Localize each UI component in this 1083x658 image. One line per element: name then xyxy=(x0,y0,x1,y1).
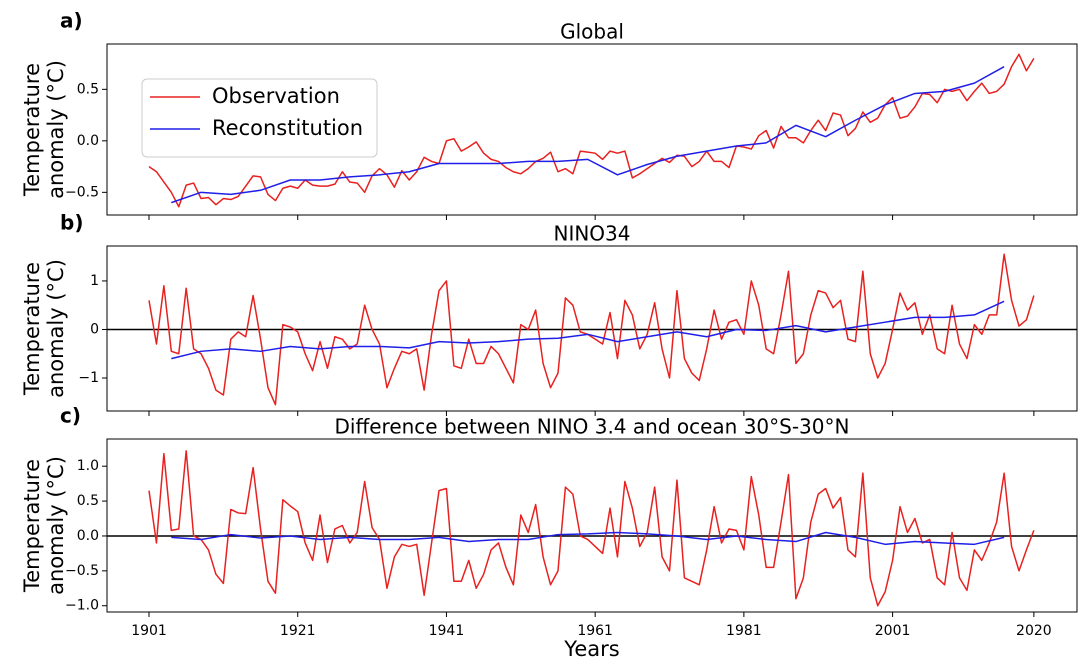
y-axis-label: anomaly (°C) xyxy=(44,259,68,398)
x-tick-label: 1981 xyxy=(726,623,762,639)
y-tick-label: 0.5 xyxy=(77,493,99,509)
legend-label: Reconstitution xyxy=(212,116,363,140)
y-tick-label: 1.0 xyxy=(77,458,99,474)
plot-frame xyxy=(106,245,1078,412)
panel-label: b) xyxy=(60,211,83,235)
series-line xyxy=(171,66,1005,204)
y-tick-label: −1 xyxy=(78,370,99,386)
x-tick-label: 1941 xyxy=(429,623,465,639)
x-tick-label: 2020 xyxy=(1016,623,1052,639)
x-axis-label: Years xyxy=(563,637,619,658)
series-line xyxy=(171,531,1005,546)
legend-label: Observation xyxy=(212,84,340,108)
x-tick-label: 1961 xyxy=(577,623,613,639)
x-tick-label: 1901 xyxy=(131,623,167,639)
y-axis-label: anomaly (°C) xyxy=(44,60,68,199)
x-tick-label: 2001 xyxy=(875,623,911,639)
panel-label: c) xyxy=(60,404,81,428)
y-axis-label: anomaly (°C) xyxy=(44,456,68,595)
chart-title: Difference between NINO 3.4 and ocean 30… xyxy=(335,415,850,439)
plot-frame xyxy=(106,438,1078,613)
y-tick-label: 0.0 xyxy=(77,528,99,544)
series-line xyxy=(148,450,1035,607)
y-tick-label: −0.5 xyxy=(65,563,99,579)
x-tick-label: 1921 xyxy=(280,623,316,639)
y-tick-label: −1.0 xyxy=(65,598,99,614)
y-axis-label: Temperature xyxy=(20,459,44,593)
chart-title: NINO34 xyxy=(553,222,630,246)
series-line xyxy=(171,300,1005,360)
y-tick-label: 1 xyxy=(90,273,99,289)
y-tick-label: 0.0 xyxy=(77,133,99,149)
y-tick-label: 0 xyxy=(90,321,99,337)
panel-label: a) xyxy=(60,9,83,33)
y-tick-label: −0.5 xyxy=(65,184,99,200)
y-axis-label: Temperature xyxy=(20,262,44,396)
legend-box xyxy=(141,78,378,158)
y-axis-label: Temperature xyxy=(20,63,44,197)
series-line xyxy=(148,253,1035,406)
plot-frame xyxy=(106,43,1078,216)
chart-title: Global xyxy=(560,20,624,44)
y-tick-label: 0.5 xyxy=(77,81,99,97)
